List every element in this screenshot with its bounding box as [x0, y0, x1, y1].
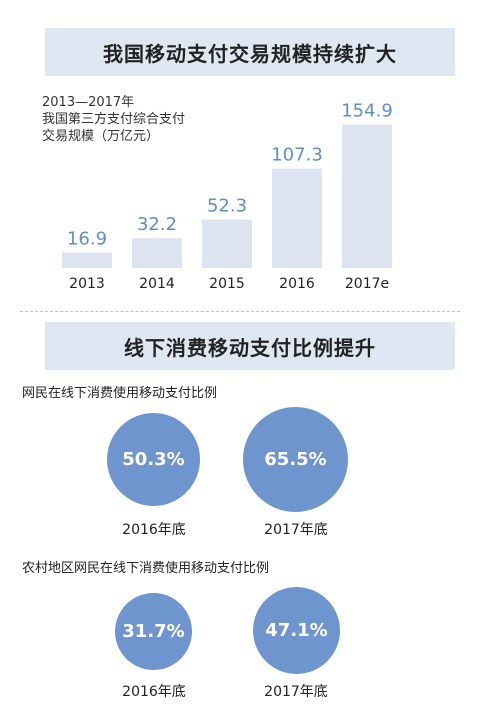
bar-value-label: 16.9	[67, 228, 107, 249]
stat-circle-rural-2017: 47.1%	[253, 587, 340, 674]
section-label-rural-netizens: 农村地区网民在线下消费使用移动支付比例	[22, 561, 270, 576]
category-label: 2013	[69, 276, 105, 292]
stat-value: 47.1%	[265, 620, 328, 641]
category-label: 2016	[279, 276, 315, 292]
chart-description: 2013—2017年 我国第三方支付综合支付 交易规模（万亿元）	[42, 94, 185, 145]
bar-value-label: 154.9	[341, 101, 393, 122]
bar-2017e	[342, 124, 392, 268]
chart-description-line: 我国第三方支付综合支付	[42, 112, 186, 127]
bar-2015	[202, 219, 252, 268]
section-divider	[20, 311, 460, 312]
stat-circle-2017: 65.5%	[243, 407, 348, 512]
chart-description-line: 2013—2017年	[42, 95, 135, 110]
bar-value-label: 52.3	[207, 196, 247, 217]
stat-year-label: 2017年底	[264, 684, 328, 700]
bar-2013	[62, 252, 112, 268]
category-label: 2015	[209, 276, 245, 292]
category-label: 2017e	[345, 276, 389, 292]
bar-chart: 16.9 2013 32.2 2014 52.3 2015 107.3 2016 154.9 20…	[62, 101, 393, 292]
bar-value-label: 107.3	[271, 145, 323, 166]
chart-banner-title: 我国移动支付交易规模持续扩大	[45, 28, 455, 76]
stat-year-label: 2017年底	[264, 522, 328, 538]
stat-value: 65.5%	[264, 449, 327, 470]
stat-circle-rural-2016: 31.7%	[115, 593, 192, 670]
stat-value: 50.3%	[122, 449, 185, 470]
bar-2014	[132, 238, 182, 268]
chart-description-line: 交易规模（万亿元）	[42, 129, 160, 144]
stat-value: 31.7%	[122, 621, 185, 642]
stat-year-label: 2016年底	[122, 684, 186, 700]
bar-2016	[272, 168, 322, 268]
section-label-netizens: 网民在线下消费使用移动支付比例	[22, 386, 218, 401]
category-label: 2014	[139, 276, 175, 292]
section-banner-title: 线下消费移动支付比例提升	[45, 322, 455, 370]
bar-value-label: 32.2	[137, 214, 177, 235]
stat-circle-2016: 50.3%	[107, 413, 200, 506]
stat-year-label: 2016年底	[122, 522, 186, 538]
